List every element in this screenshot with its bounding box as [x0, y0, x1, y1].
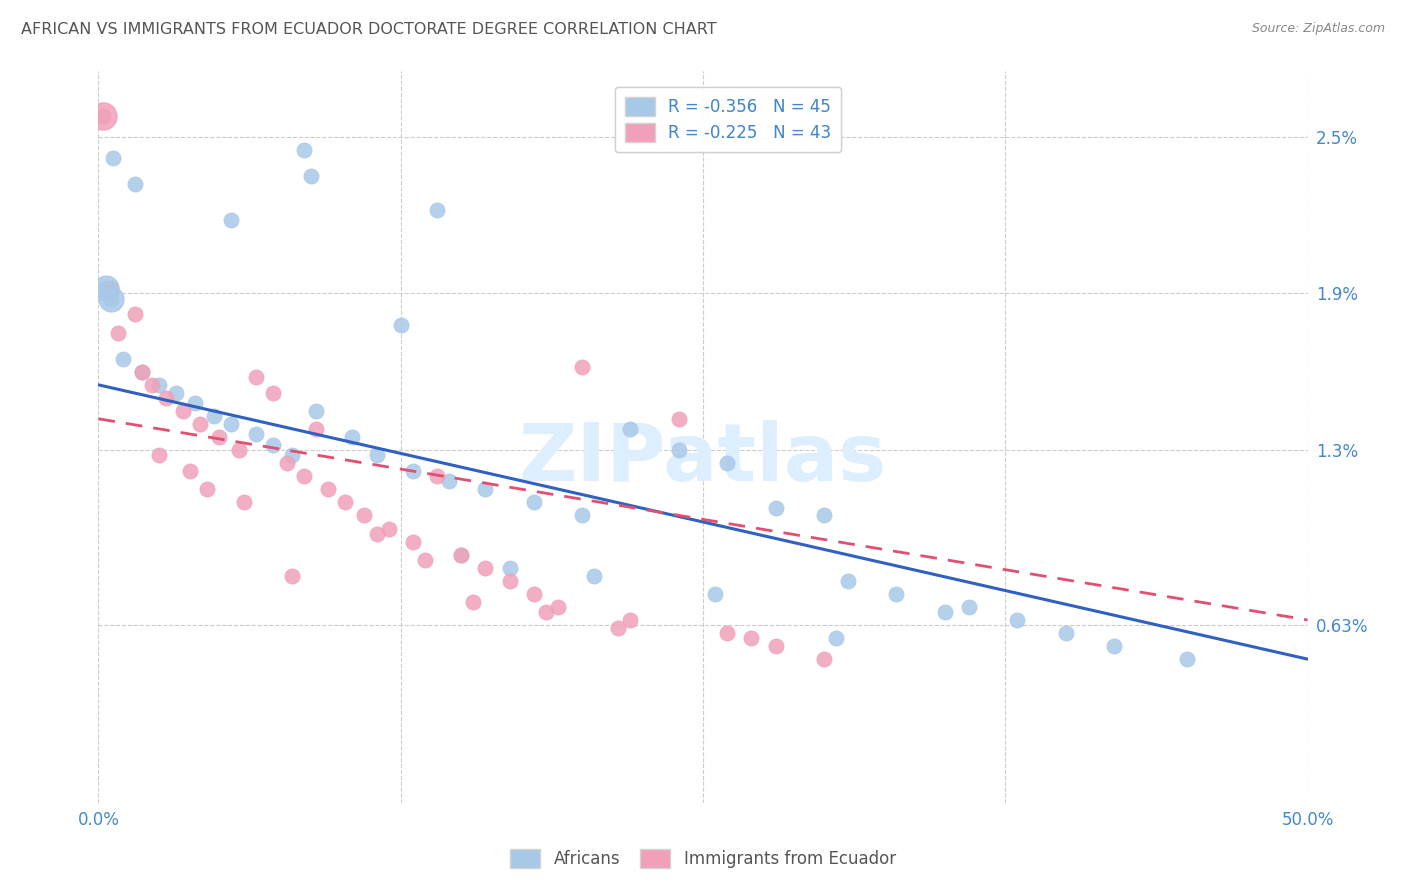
Point: [342, 430, 364, 444]
Point: [305, 404, 328, 418]
Point: [825, 632, 848, 646]
Point: [813, 508, 835, 523]
Point: [837, 574, 859, 588]
Point: [305, 422, 328, 436]
Point: [402, 464, 425, 478]
Point: [426, 469, 449, 483]
Point: [765, 639, 787, 653]
Point: [523, 587, 546, 601]
Point: [1007, 613, 1029, 627]
Point: [221, 417, 243, 431]
Legend: R = -0.356   N = 45, R = -0.225   N = 43: R = -0.356 N = 45, R = -0.225 N = 43: [614, 87, 841, 153]
Point: [262, 385, 284, 400]
Point: [281, 448, 304, 462]
Point: [498, 574, 520, 588]
Point: [704, 587, 727, 601]
Point: [450, 548, 472, 562]
Point: [740, 632, 762, 646]
Point: [281, 568, 304, 582]
Point: [463, 594, 485, 608]
Point: [276, 456, 298, 470]
Point: [1175, 652, 1198, 666]
Point: [148, 377, 170, 392]
Point: [523, 495, 546, 509]
Point: [131, 365, 153, 379]
Point: [886, 587, 908, 601]
Point: [111, 351, 134, 366]
Point: [179, 464, 201, 478]
Point: [413, 553, 436, 567]
Point: [402, 534, 425, 549]
Point: [245, 370, 267, 384]
Point: [184, 396, 207, 410]
Point: [765, 500, 787, 515]
Point: [101, 151, 124, 165]
Point: [100, 292, 122, 306]
Point: [228, 443, 250, 458]
Point: [366, 448, 388, 462]
Point: [208, 430, 231, 444]
Point: [813, 652, 835, 666]
Point: [292, 143, 315, 157]
Point: [426, 202, 449, 217]
Point: [221, 213, 243, 227]
Point: [607, 621, 630, 635]
Point: [389, 318, 412, 332]
Point: [141, 377, 163, 392]
Point: [333, 495, 356, 509]
Point: [1054, 626, 1077, 640]
Point: [716, 626, 738, 640]
Point: [571, 508, 593, 523]
Point: [232, 495, 254, 509]
Point: [474, 483, 496, 497]
Point: [957, 599, 980, 614]
Point: [91, 109, 114, 123]
Point: [165, 385, 187, 400]
Point: [474, 560, 496, 574]
Point: [148, 448, 170, 462]
Point: [366, 526, 388, 541]
Point: [583, 568, 606, 582]
Legend: Africans, Immigrants from Ecuador: Africans, Immigrants from Ecuador: [503, 842, 903, 875]
Point: [124, 177, 146, 191]
Point: [353, 508, 375, 523]
Text: AFRICAN VS IMMIGRANTS FROM ECUADOR DOCTORATE DEGREE CORRELATION CHART: AFRICAN VS IMMIGRANTS FROM ECUADOR DOCTO…: [21, 22, 717, 37]
Point: [668, 443, 690, 458]
Point: [377, 521, 399, 535]
Point: [155, 391, 177, 405]
Point: [534, 605, 557, 619]
Point: [94, 281, 117, 295]
Text: Source: ZipAtlas.com: Source: ZipAtlas.com: [1251, 22, 1385, 36]
Point: [934, 605, 956, 619]
Point: [91, 109, 114, 123]
Point: [299, 169, 322, 183]
Point: [1102, 639, 1125, 653]
Point: [262, 438, 284, 452]
Point: [571, 359, 593, 374]
Point: [716, 456, 738, 470]
Point: [124, 307, 146, 321]
Point: [131, 365, 153, 379]
Point: [450, 548, 472, 562]
Point: [316, 483, 339, 497]
Point: [619, 613, 641, 627]
Point: [619, 422, 641, 436]
Point: [172, 404, 194, 418]
Point: [292, 469, 315, 483]
Point: [668, 412, 690, 426]
Point: [100, 281, 122, 295]
Point: [94, 281, 117, 295]
Point: [204, 409, 226, 424]
Point: [107, 326, 129, 340]
Point: [195, 483, 218, 497]
Point: [100, 292, 122, 306]
Point: [188, 417, 211, 431]
Point: [547, 599, 569, 614]
Point: [245, 427, 267, 442]
Text: ZIPatlas: ZIPatlas: [519, 420, 887, 498]
Point: [498, 560, 520, 574]
Point: [437, 475, 460, 489]
